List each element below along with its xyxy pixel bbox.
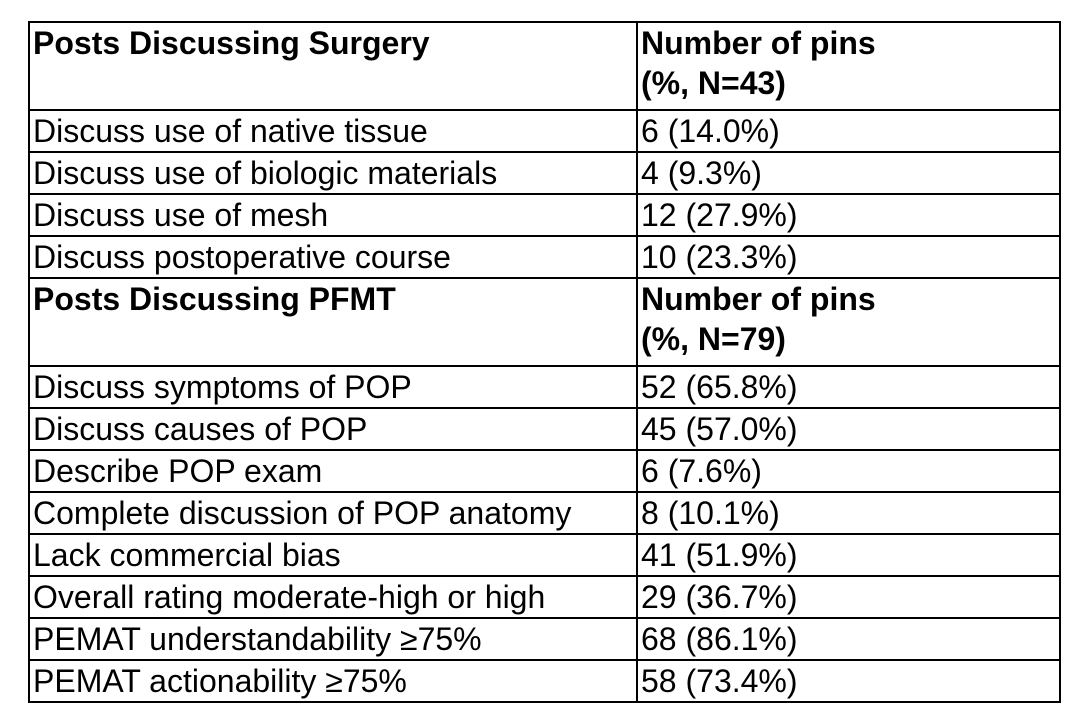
section-header-value: Number of pins (%, N=43) [636, 21, 1061, 111]
row-value: 4 (9.3%) [636, 151, 1061, 195]
row-label: PEMAT understandability ≥75% [28, 617, 638, 661]
results-table: Posts Discussing Surgery Number of pins … [28, 21, 1061, 703]
row-value: 41 (51.9%) [636, 533, 1061, 577]
header-value-line2: (%, N=43) [641, 65, 786, 101]
row-label: Overall rating moderate-high or high [28, 575, 638, 619]
row-value: 8 (10.1%) [636, 491, 1061, 535]
row-value: 6 (7.6%) [636, 449, 1061, 493]
row-value: 6 (14.0%) [636, 109, 1061, 153]
table-row: PEMAT actionability ≥75% 58 (73.4%) [28, 659, 1061, 703]
table-row: Complete discussion of POP anatomy 8 (10… [28, 491, 1061, 535]
table-row: Overall rating moderate-high or high 29 … [28, 575, 1061, 619]
table-row: Discuss use of biologic materials 4 (9.3… [28, 151, 1061, 195]
section-header-value: Number of pins (%, N=79) [636, 277, 1061, 367]
row-value: 58 (73.4%) [636, 659, 1061, 703]
row-label: Complete discussion of POP anatomy [28, 491, 638, 535]
section-header-label: Posts Discussing PFMT [28, 277, 638, 367]
table-row: Lack commercial bias 41 (51.9%) [28, 533, 1061, 577]
section-header-row: Posts Discussing PFMT Number of pins (%,… [28, 277, 1061, 367]
header-value-line2: (%, N=79) [641, 321, 786, 357]
row-value: 52 (65.8%) [636, 365, 1061, 409]
section-header-label: Posts Discussing Surgery [28, 21, 638, 111]
table-row: Discuss use of native tissue 6 (14.0%) [28, 109, 1061, 153]
row-label: Discuss causes of POP [28, 407, 638, 451]
header-value-line1: Number of pins [641, 25, 876, 61]
table-row: Describe POP exam 6 (7.6%) [28, 449, 1061, 493]
row-label: Discuss use of native tissue [28, 109, 638, 153]
row-value: 12 (27.9%) [636, 193, 1061, 237]
table-row: Discuss postoperative course 10 (23.3%) [28, 235, 1061, 279]
table-row: Discuss use of mesh 12 (27.9%) [28, 193, 1061, 237]
row-label: Discuss use of mesh [28, 193, 638, 237]
row-label: Discuss postoperative course [28, 235, 638, 279]
table-row: PEMAT understandability ≥75% 68 (86.1%) [28, 617, 1061, 661]
row-value: 68 (86.1%) [636, 617, 1061, 661]
row-label: Describe POP exam [28, 449, 638, 493]
row-value: 45 (57.0%) [636, 407, 1061, 451]
table-row: Discuss causes of POP 45 (57.0%) [28, 407, 1061, 451]
header-value-line1: Number of pins [641, 281, 876, 317]
row-label: Discuss use of biologic materials [28, 151, 638, 195]
table-row: Discuss symptoms of POP 52 (65.8%) [28, 365, 1061, 409]
row-label: Lack commercial bias [28, 533, 638, 577]
section-header-row: Posts Discussing Surgery Number of pins … [28, 21, 1061, 111]
row-value: 10 (23.3%) [636, 235, 1061, 279]
row-label: Discuss symptoms of POP [28, 365, 638, 409]
row-label: PEMAT actionability ≥75% [28, 659, 638, 703]
row-value: 29 (36.7%) [636, 575, 1061, 619]
